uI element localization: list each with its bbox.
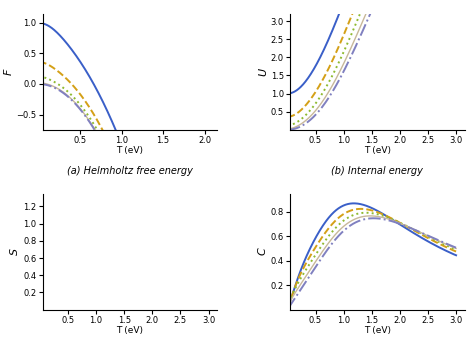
X-axis label: T (eV): T (eV) xyxy=(116,147,143,155)
X-axis label: T (eV): T (eV) xyxy=(364,147,391,155)
Y-axis label: C: C xyxy=(258,248,268,256)
X-axis label: T (eV): T (eV) xyxy=(364,326,391,335)
Y-axis label: S: S xyxy=(10,248,20,255)
Y-axis label: U: U xyxy=(258,68,268,76)
Y-axis label: F: F xyxy=(3,68,13,75)
X-axis label: T (eV): T (eV) xyxy=(116,326,143,335)
Text: (b) Internal energy: (b) Internal energy xyxy=(331,166,423,176)
Text: (a) Helmholtz free energy: (a) Helmholtz free energy xyxy=(67,166,193,176)
